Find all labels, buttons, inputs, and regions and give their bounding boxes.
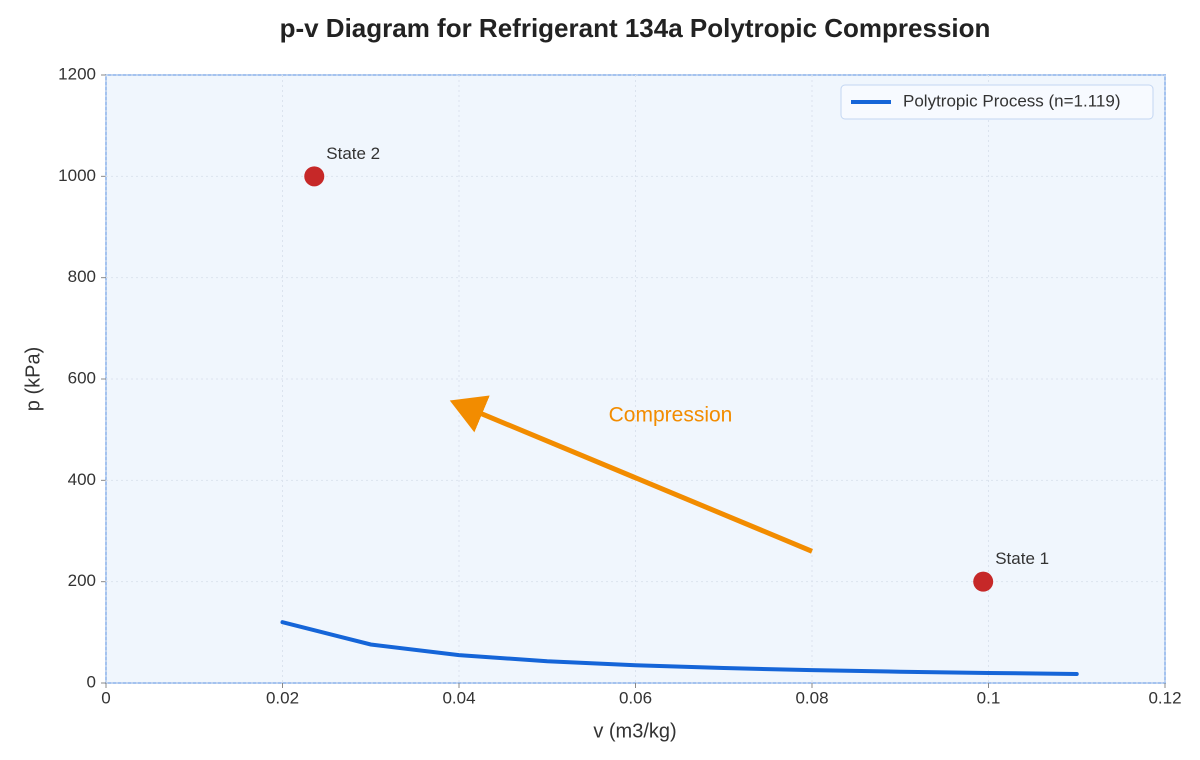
x-tick-label: 0.04 [442,688,475,707]
x-axis-label: v (m3/kg) [593,720,676,742]
x-tick-label: 0.08 [795,688,828,707]
y-tick-label: 600 [68,368,96,387]
y-tick-label: 400 [68,470,96,489]
y-tick-label: 1200 [58,64,96,83]
y-tick-label: 800 [68,267,96,286]
state-point [973,571,994,592]
legend-box [840,84,1154,120]
annotation-text: Compression [609,403,733,426]
state-label: State 2 [326,144,380,163]
state-label: State 1 [995,549,1049,568]
y-tick-label: 200 [68,571,96,590]
x-tick-label: 0.12 [1148,688,1181,707]
chart-title: p-v Diagram for Refrigerant 134a Polytro… [280,13,991,43]
x-tick-label: 0.1 [977,688,1001,707]
y-tick-label: 1000 [58,166,96,185]
annotation-arrow [449,395,813,554]
x-tick-label: 0.06 [619,688,652,707]
x-tick-label: 0.02 [266,688,299,707]
x-tick-label: 0 [101,688,110,707]
y-tick-label: 0 [87,672,96,691]
legend-label: Polytropic Process (n=1.119) [903,91,1120,110]
y-axis-label: p (kPa) [22,347,44,411]
state-point [304,166,325,187]
data-line [280,620,1079,676]
